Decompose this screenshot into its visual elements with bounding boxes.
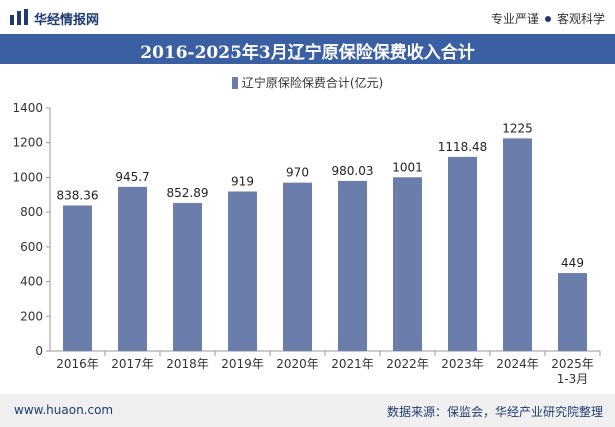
bar bbox=[503, 138, 532, 351]
x-tick-label: 2020年 bbox=[276, 357, 319, 371]
data-label: 970 bbox=[286, 166, 309, 180]
x-tick-label: 2024年 bbox=[496, 357, 539, 371]
y-tick-label: 800 bbox=[20, 205, 43, 219]
footer-source: 数据来源：保监会，华经产业研究院整理 bbox=[386, 405, 603, 419]
x-tick-label: 2021年 bbox=[331, 357, 374, 371]
footer-url[interactable]: www.huaon.com bbox=[14, 403, 114, 417]
bar bbox=[228, 191, 257, 351]
dot-icon bbox=[544, 15, 551, 22]
bar bbox=[558, 273, 587, 351]
bar bbox=[173, 202, 202, 351]
x-tick-label: 2019年 bbox=[221, 357, 264, 371]
bar bbox=[393, 177, 422, 351]
data-label: 852.89 bbox=[167, 186, 209, 200]
bar bbox=[118, 186, 147, 351]
chart-legend: 辽宁原保险保费合计(亿元) bbox=[0, 74, 615, 91]
data-label: 838.36 bbox=[57, 188, 99, 202]
x-tick-label: 1-3月 bbox=[557, 372, 589, 386]
y-tick-label: 400 bbox=[20, 275, 43, 289]
x-tick-label: 2017年 bbox=[111, 357, 154, 371]
y-tick-label: 1200 bbox=[12, 136, 43, 150]
x-tick-label: 2025年 bbox=[551, 357, 594, 371]
bar bbox=[338, 180, 367, 351]
y-tick-label: 1000 bbox=[12, 170, 43, 184]
data-label: 1225 bbox=[502, 121, 533, 135]
bar-chart: 0 200 400 600 800 1000 1200 1400 838.36 2016年 945.… bbox=[12, 101, 601, 386]
bar bbox=[283, 182, 312, 351]
data-label: 449 bbox=[561, 256, 584, 270]
y-tick-label: 200 bbox=[20, 309, 43, 323]
data-label: 980.03 bbox=[332, 164, 374, 178]
x-tick-label: 2016年 bbox=[56, 357, 99, 371]
legend-label: 辽宁原保险保费合计(亿元) bbox=[241, 76, 384, 90]
x-tick-label: 2022年 bbox=[386, 357, 429, 371]
bar bbox=[448, 156, 477, 351]
logo-icon bbox=[10, 9, 28, 25]
x-tick-label: 2018年 bbox=[166, 357, 209, 371]
top-bar: 华经情报网 专业严谨 客观科学 bbox=[0, 0, 615, 34]
data-label: 945.7 bbox=[115, 170, 149, 184]
y-tick-label: 1400 bbox=[12, 101, 43, 115]
bar bbox=[63, 205, 92, 351]
data-label: 919 bbox=[231, 174, 254, 188]
x-tick-label: 2023年 bbox=[441, 357, 484, 371]
slogan-left: 专业严谨 bbox=[490, 12, 539, 26]
brand-name: 华经情报网 bbox=[34, 13, 100, 28]
data-label: 1001 bbox=[392, 160, 423, 174]
data-label: 1118.48 bbox=[438, 140, 488, 154]
chart-title: 2016-2025年3月辽宁原保险保费收入合计 bbox=[140, 43, 475, 63]
footer: www.huaon.com 数据来源：保监会，华经产业研究院整理 bbox=[0, 394, 615, 427]
legend-swatch bbox=[231, 77, 238, 89]
slogan-right: 客观科学 bbox=[556, 12, 605, 26]
title-bar: 2016-2025年3月辽宁原保险保费收入合计 bbox=[0, 34, 615, 64]
slogan: 专业严谨 客观科学 bbox=[491, 10, 605, 27]
y-tick-label: 0 bbox=[35, 344, 43, 358]
y-tick-label: 600 bbox=[20, 240, 43, 254]
